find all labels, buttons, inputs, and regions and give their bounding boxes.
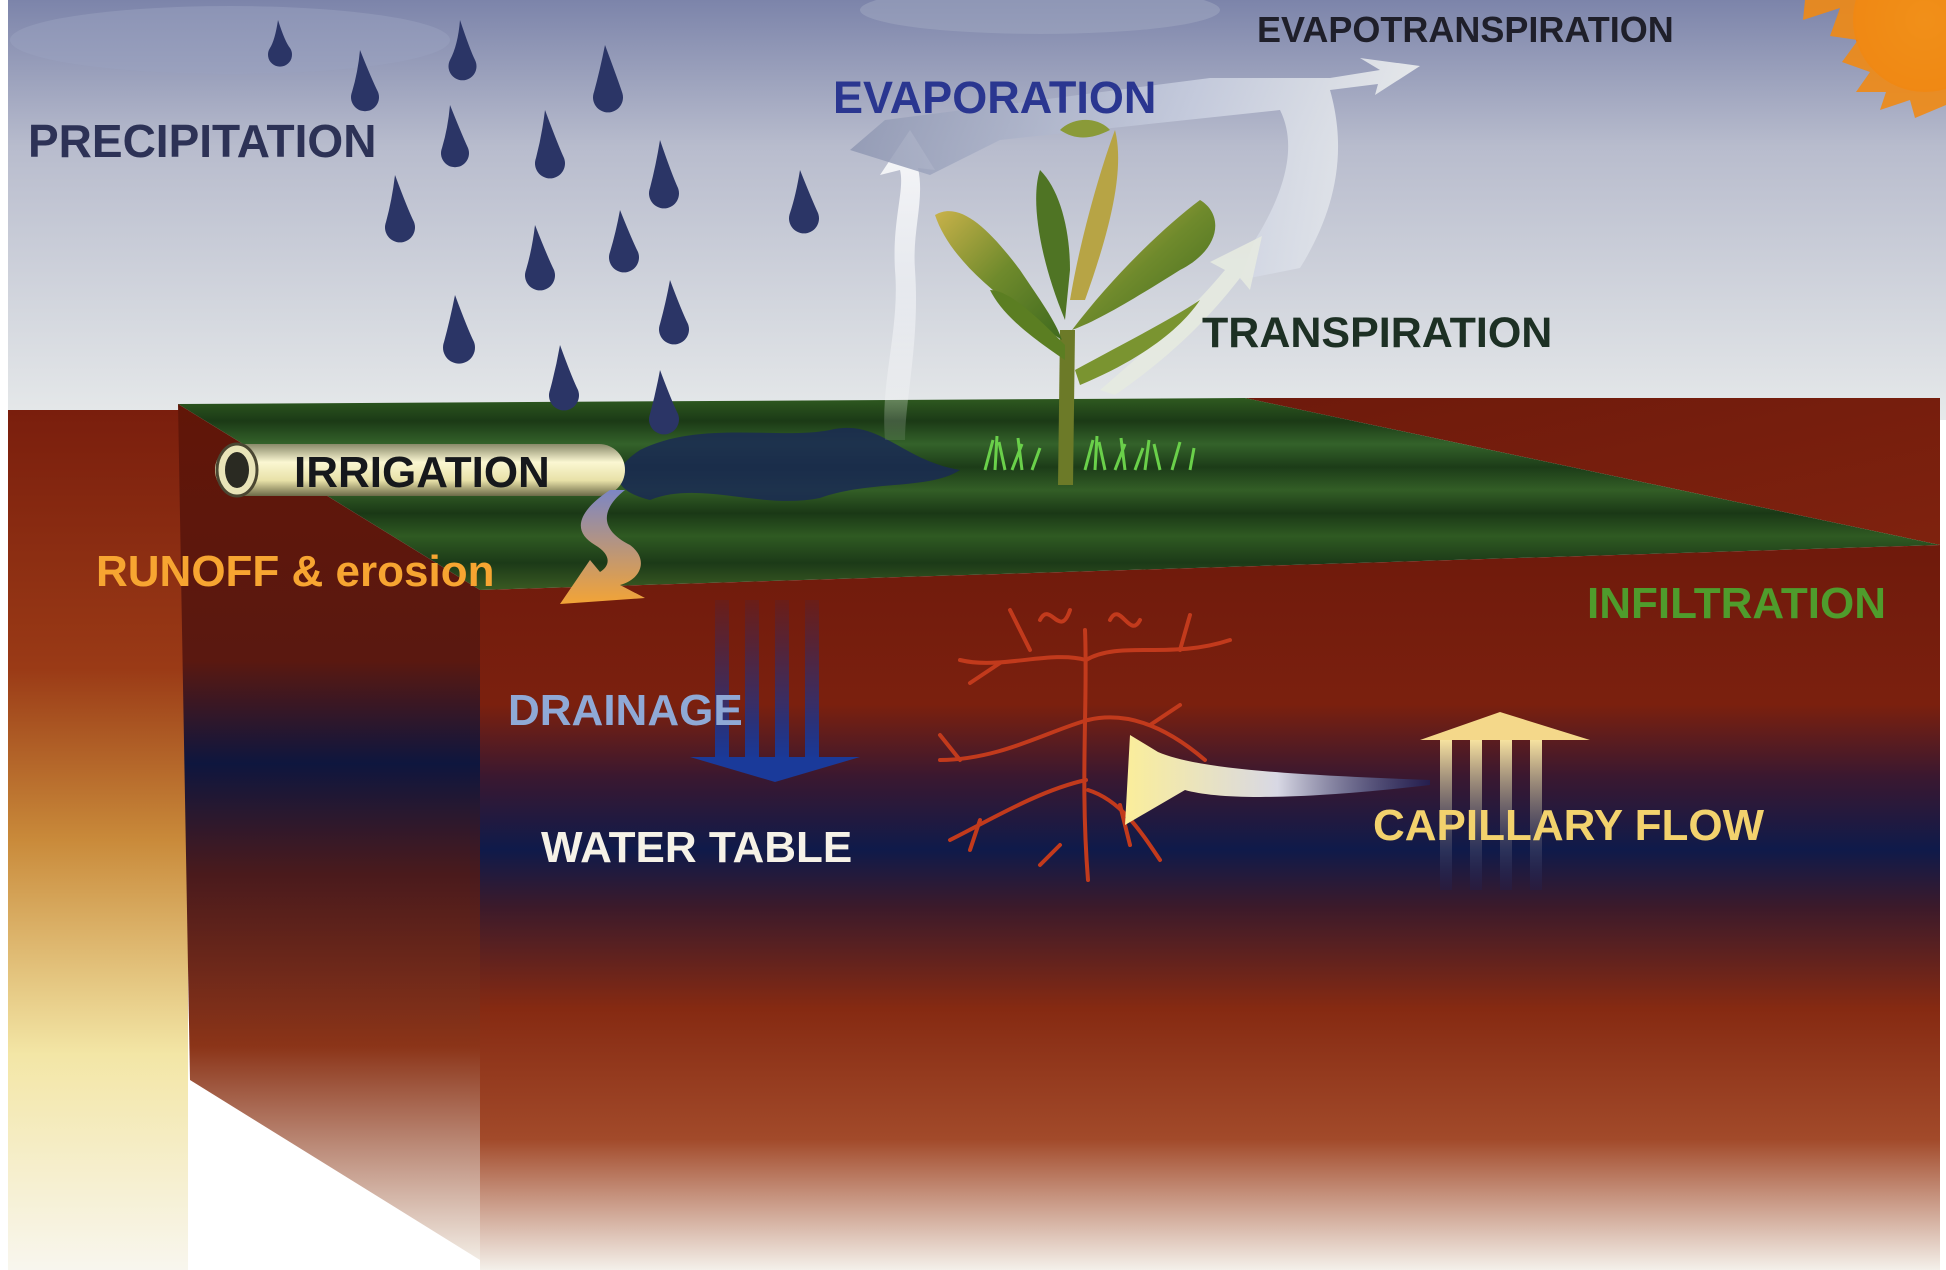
raindrop-icon: [649, 140, 680, 209]
grass-tufts: [983, 435, 1196, 471]
raindrop-icon: [789, 170, 820, 234]
raindrop-icon: [649, 370, 679, 435]
capillary-flow-label: CAPILLARY FLOW: [1373, 801, 1765, 850]
raindrop-icon: [448, 20, 477, 81]
raindrop-icon: [351, 50, 380, 112]
raindrop-icon: [442, 295, 475, 364]
raindrop-icon: [609, 210, 639, 273]
soil-side-face: [178, 404, 480, 1260]
raindrop-icon: [268, 20, 292, 67]
surface-water: [618, 427, 960, 501]
raindrop-icon: [535, 110, 565, 179]
drainage-label: DRAINAGE: [508, 686, 743, 735]
transpiration-arrow: [1100, 236, 1262, 395]
raindrop-icon: [659, 280, 690, 345]
soil-front-face: [480, 545, 1940, 1270]
raindrop-icon: [525, 225, 555, 291]
irrigation-pipe-icon: [215, 442, 625, 498]
runoff-erosion-label: RUNOFF & erosion: [96, 547, 494, 596]
raindrop-icon: [385, 175, 415, 243]
water-table-label: WATER TABLE: [541, 823, 852, 872]
capillary-to-roots-arrow: [1125, 735, 1430, 825]
runoff-arrow: [560, 490, 645, 604]
raindrop-icon: [549, 345, 579, 411]
precipitation-label: PRECIPITATION: [28, 115, 376, 167]
cloud: [860, 0, 1220, 34]
evapotranspiration-label: EVAPOTRANSPIRATION: [1257, 9, 1674, 50]
left-soil-edge: [8, 410, 188, 1270]
drainage-arrow-icon: [690, 600, 860, 782]
evaporation-band-arrow: [850, 58, 1420, 280]
raindrops: [268, 20, 820, 435]
evaporation-rising-arrow: [880, 130, 935, 440]
infiltration-label: INFILTRATION: [1587, 579, 1886, 628]
raindrop-icon: [592, 45, 623, 113]
evaporation-label: EVAPORATION: [833, 72, 1156, 123]
transpiration-label: TRANSPIRATION: [1202, 309, 1552, 357]
sun-icon: [1803, 0, 1946, 118]
plant-roots: [938, 608, 1232, 882]
raindrop-icon: [441, 105, 469, 168]
capillary-flow-arrow-icon: [1420, 712, 1590, 890]
corn-plant-icon: [935, 119, 1216, 485]
cloud: [10, 6, 450, 74]
irrigation-label: IRRIGATION: [294, 448, 550, 497]
